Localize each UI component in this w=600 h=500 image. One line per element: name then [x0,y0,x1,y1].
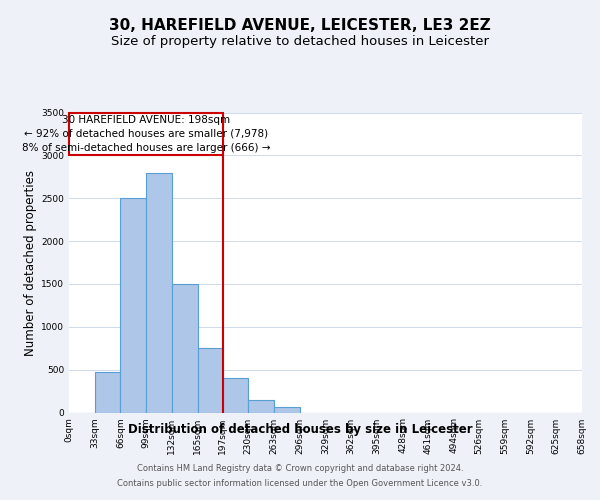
Bar [197,348,223,412]
Bar [146,172,172,412]
Text: Distribution of detached houses by size in Leicester: Distribution of detached houses by size … [128,422,472,436]
Text: 30 HAREFIELD AVENUE: 198sqm
← 92% of detached houses are smaller (7,978)
8% of s: 30 HAREFIELD AVENUE: 198sqm ← 92% of det… [22,114,270,152]
Bar [274,408,300,412]
Bar [172,284,197,412]
FancyBboxPatch shape [69,112,223,154]
Text: Contains public sector information licensed under the Open Government Licence v3: Contains public sector information licen… [118,479,482,488]
Text: Contains HM Land Registry data © Crown copyright and database right 2024.: Contains HM Land Registry data © Crown c… [137,464,463,473]
Text: Size of property relative to detached houses in Leicester: Size of property relative to detached ho… [111,35,489,48]
Bar [248,400,274,412]
Bar [121,198,146,412]
Y-axis label: Number of detached properties: Number of detached properties [24,170,37,356]
Bar [223,378,248,412]
Bar [95,372,121,412]
Text: 30, HAREFIELD AVENUE, LEICESTER, LE3 2EZ: 30, HAREFIELD AVENUE, LEICESTER, LE3 2EZ [109,18,491,32]
